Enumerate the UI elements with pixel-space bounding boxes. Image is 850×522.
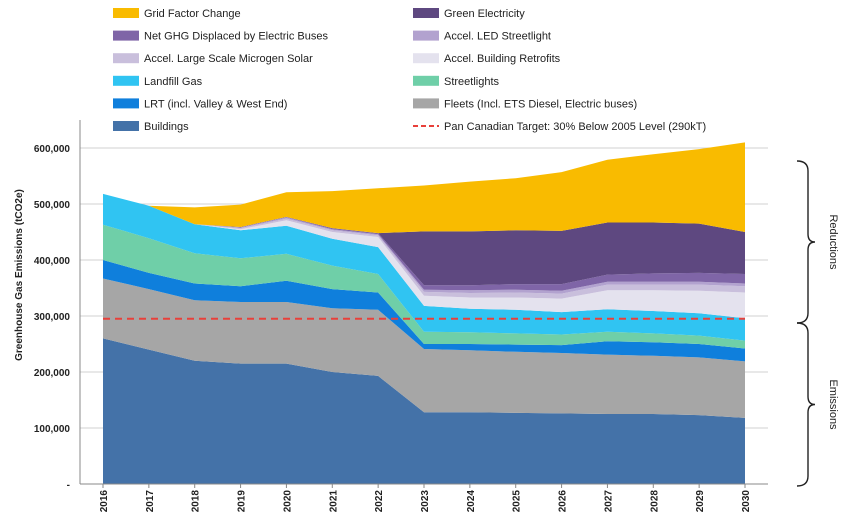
x-tick-label: 2018 <box>191 490 202 513</box>
area-buildings <box>103 338 745 484</box>
legend-swatch-accel-building-retrofits <box>413 53 439 64</box>
bracket-reductions <box>796 160 816 324</box>
x-tick-label: 2030 <box>741 490 752 513</box>
area-series <box>103 142 745 484</box>
y-tick-label: 200,000 <box>34 368 71 379</box>
side-brackets: Reductions Emissions <box>796 160 839 487</box>
x-tick-label: 2024 <box>466 490 477 513</box>
y-axis-title: Greenhouse Gas Emissions (tCO2e) <box>14 189 25 361</box>
area-fleets-incl-ets-diesel-electric-buses <box>103 278 745 418</box>
x-tick-label: 2029 <box>695 490 706 513</box>
bracket-emissions <box>796 322 816 487</box>
x-tick-label: 2025 <box>512 490 523 513</box>
legend-swatch-lrt-incl-valley-west-end <box>113 98 139 109</box>
legend-label-accel-large-scale-microgen-solar: Accel. Large Scale Microgen Solar <box>144 53 313 65</box>
area-accel-led-streetlight <box>103 193 745 294</box>
legend-label-fleets-incl-ets-diesel-electric-buses: Fleets (Incl. ETS Diesel, Electric buses… <box>444 98 637 110</box>
legend-swatch-net-ghg-displaced-by-electric-buses <box>113 30 139 41</box>
x-tick-label: 2028 <box>649 490 660 513</box>
x-tick-label: 2026 <box>558 490 569 513</box>
side-label-reductions: Reductions <box>827 214 839 270</box>
x-tick-label: 2027 <box>603 490 614 513</box>
legend-swatch-landfill-gas <box>113 75 139 86</box>
x-tick-label: 2022 <box>374 490 385 513</box>
area-net-ghg-displaced-by-electric-buses <box>103 193 745 291</box>
legend-swatch-fleets-incl-ets-diesel-electric-buses <box>413 98 439 109</box>
area-lrt-incl-valley-west-end <box>103 260 745 362</box>
legend-swatch-buildings <box>113 121 139 131</box>
axes: - 100,000 200,000 300,000 400,000 500,000 600,… <box>34 120 768 512</box>
legend-label-buildings: Buildings <box>144 121 189 133</box>
legend-swatch-grid-factor-change <box>113 8 139 18</box>
area-green-electricity <box>103 193 745 286</box>
y-tick-label: 400,000 <box>34 256 71 267</box>
legend-swatch-streetlights <box>413 75 439 86</box>
x-tick-label: 2019 <box>237 490 248 513</box>
legend: Grid Factor Change Green Electricity Net G… <box>113 8 706 133</box>
legend-label-streetlights: Streetlights <box>444 76 500 88</box>
area-accel-large-scale-microgen-solar <box>103 193 745 299</box>
side-label-emissions: Emissions <box>827 379 839 430</box>
legend-swatch-green-electricity <box>413 8 439 18</box>
legend-swatch-accel-large-scale-microgen-solar <box>113 53 139 64</box>
x-tick-label: 2023 <box>420 490 431 513</box>
y-tick-label: 300,000 <box>34 312 71 323</box>
legend-swatch-accel-led-streetlight <box>413 30 439 41</box>
area-grid-factor-change <box>103 142 745 234</box>
x-tick-label: 2017 <box>145 490 156 513</box>
y-tick-label: 500,000 <box>34 200 71 211</box>
legend-label-green-electricity: Green Electricity <box>444 8 525 20</box>
area-accel-building-retrofits <box>103 193 745 319</box>
x-tick-label: 2021 <box>328 490 339 513</box>
legend-label-lrt-incl-valley-west-end: LRT (incl. Valley & West End) <box>144 98 287 110</box>
x-tick-label: 2016 <box>99 490 110 513</box>
legend-label-accel-building-retrofits: Accel. Building Retrofits <box>444 53 561 65</box>
y-tick-label: - <box>67 480 70 491</box>
area-streetlights <box>103 224 745 349</box>
legend-label-pan-canadian-target-30-below-2005-level-290kt: Pan Canadian Target: 30% Below 2005 Leve… <box>444 121 706 133</box>
legend-label-net-ghg-displaced-by-electric-buses: Net GHG Displaced by Electric Buses <box>144 31 329 43</box>
legend-label-accel-led-streetlight: Accel. LED Streetlight <box>444 31 551 43</box>
area-landfill-gas <box>103 193 745 341</box>
y-tick-label: 100,000 <box>34 424 71 435</box>
x-tick-label: 2020 <box>282 490 293 513</box>
legend-label-grid-factor-change: Grid Factor Change <box>144 8 241 20</box>
legend-label-landfill-gas: Landfill Gas <box>144 76 203 88</box>
y-tick-label: 600,000 <box>34 144 71 155</box>
